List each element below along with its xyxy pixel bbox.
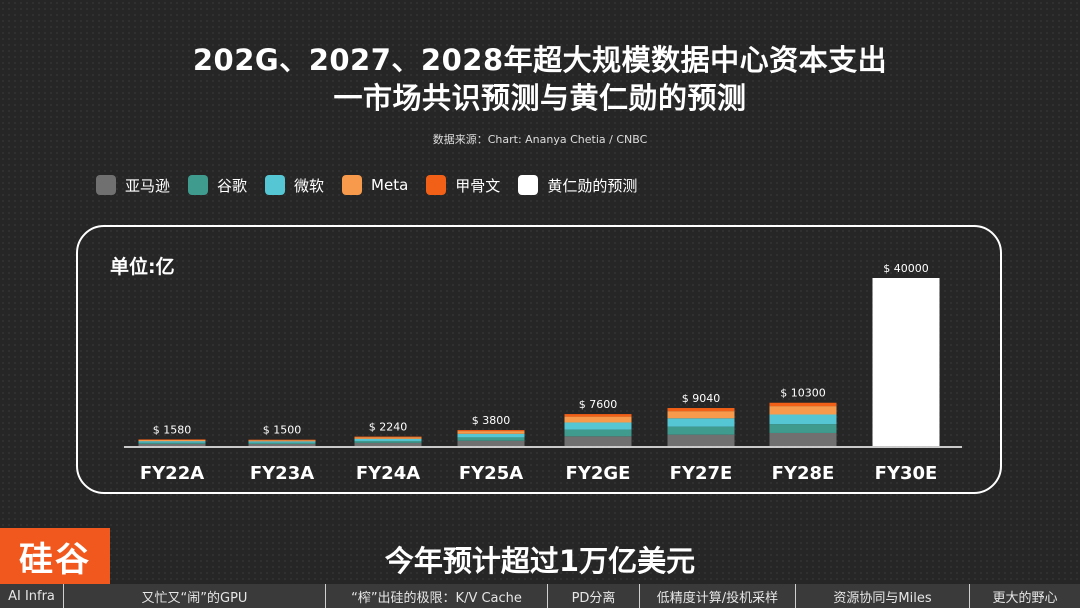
data-label: $ 3800 (472, 414, 511, 427)
video-subtitle: 今年预计超过1万亿美元 (384, 544, 696, 578)
legend-swatch (426, 175, 447, 195)
legend-swatch (342, 175, 363, 195)
legend-label: Meta (371, 176, 409, 194)
bar-segment (138, 439, 206, 440)
bar-segment (138, 441, 206, 443)
bar-segment (872, 278, 940, 446)
data-source: 数据来源：Chart: Ananya Chetia / CNBC (432, 133, 648, 146)
unit-label: 单位:亿 (110, 256, 175, 278)
bar-segment (248, 440, 316, 442)
bar-segment (769, 402, 837, 407)
chapter-nav: AI Infra 又忙又“闹”的GPU “榨”出硅的极限：K/V Cache P… (0, 584, 1080, 608)
legend-label: 微软 (294, 176, 325, 195)
bar-segment (248, 443, 316, 446)
x-tick-label: FY27E (670, 463, 733, 484)
bar-segment (667, 434, 735, 446)
chapter-item-resources-miles[interactable]: 资源协同与Miles (796, 584, 970, 608)
bar-segment (769, 424, 837, 433)
legend-item-google: 谷歌 (188, 175, 247, 196)
bar-segment (564, 429, 632, 437)
legend-label: 黄仁勋的预测 (547, 176, 638, 195)
bar-segment (769, 432, 837, 446)
legend-item-oracle: 甲骨文 (426, 175, 500, 196)
data-label: $ 1500 (263, 424, 302, 437)
x-tick-label: FY2GE (566, 463, 631, 484)
chapter-item-ambition[interactable]: 更大的野心 (992, 590, 1058, 606)
bar-segment (354, 436, 422, 438)
bar-segment (667, 418, 735, 427)
legend-label: 谷歌 (217, 176, 248, 195)
bar-segment (769, 406, 837, 415)
bar-segment (457, 430, 525, 432)
bar-segment (457, 440, 525, 446)
bar-segment (248, 441, 316, 443)
chart-frame (76, 225, 1002, 494)
data-label: $ 2240 (369, 421, 408, 434)
legend-swatch (96, 175, 116, 195)
chart-legend: 亚马逊 谷歌 微软 Meta 甲骨文 黄仁勋的预测 (96, 173, 655, 197)
bar-segment (138, 442, 206, 444)
data-label: $ 40000 (883, 262, 929, 275)
legend-swatch (188, 175, 209, 195)
bar-segment (457, 431, 525, 434)
brand-logo-text: 硅谷 (19, 539, 91, 580)
bar-segment (354, 440, 422, 443)
bar-segment (769, 414, 837, 425)
bar-segment (138, 439, 206, 442)
legend-label: 甲骨文 (455, 176, 501, 195)
brand-logo: 硅谷 (0, 528, 110, 584)
x-tick-label: FY25A (459, 463, 523, 484)
chapter-item-kv-cache[interactable]: “榨”出硅的极限：K/V Cache (326, 584, 548, 608)
bar-segment (457, 433, 525, 438)
chapter-item-gpu[interactable]: 又忙又“闹”的GPU (64, 584, 326, 608)
chart-title-line1: 202G、2027、2028年超大规模数据中心资本支出 (192, 43, 888, 77)
bar-segment (564, 414, 632, 417)
bar-segment (354, 438, 422, 441)
bar-segment (564, 422, 632, 430)
x-tick-label: FY28E (772, 463, 835, 484)
data-label: $ 9040 (682, 392, 721, 405)
bar-segment (667, 426, 735, 435)
x-tick-label: FY24A (356, 463, 420, 484)
x-tick-label: FY22A (140, 463, 204, 484)
bar-segment (667, 408, 735, 412)
data-label: $ 7600 (579, 398, 618, 411)
legend-swatch (518, 175, 539, 195)
bar-segment (564, 416, 632, 423)
bar-segment (354, 442, 422, 446)
bar-segment (138, 443, 206, 446)
data-label: $ 1580 (153, 423, 192, 436)
chart-title-line2: 一市场共识预测与黄仁勋的预测 (333, 81, 747, 115)
legend-item-jensen-forecast: 黄仁勋的预测 (518, 175, 637, 196)
legend-item-amazon: 亚马逊 (96, 175, 170, 196)
chapter-item-ai-infra[interactable]: AI Infra (0, 584, 64, 608)
legend-swatch (265, 175, 286, 195)
legend-item-microsoft: 微软 (265, 175, 324, 196)
bar-segment (354, 437, 422, 439)
data-label: $ 10300 (780, 387, 826, 400)
bar-segment (667, 411, 735, 419)
bar-segment (457, 437, 525, 441)
bar-segment (248, 442, 316, 444)
chapter-item-low-precision[interactable]: 低精度计算/投机采样 (640, 584, 796, 608)
chapter-item-pd-separation[interactable]: PD分离 (548, 584, 640, 608)
x-tick-label: FY23A (250, 463, 314, 484)
legend-item-meta: Meta (342, 175, 408, 195)
x-tick-label: FY30E (875, 463, 938, 484)
legend-label: 亚马逊 (125, 176, 171, 195)
bar-segment (564, 436, 632, 446)
